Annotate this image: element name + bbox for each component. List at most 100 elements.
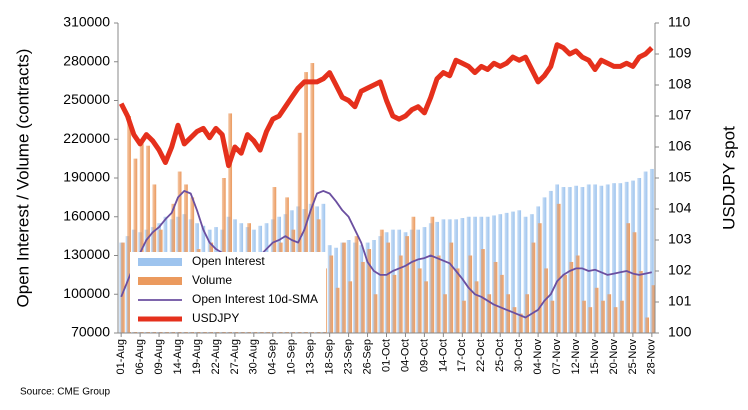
bar <box>594 287 599 333</box>
x-tick-label: 14-Aug <box>172 339 184 374</box>
bar <box>510 211 515 333</box>
y-tick-label: 100000 <box>63 285 110 301</box>
bar <box>348 281 353 333</box>
bar <box>531 242 536 333</box>
y2-tick-label: 107 <box>668 107 692 123</box>
bar <box>310 63 315 334</box>
bar <box>436 255 441 333</box>
bar <box>593 184 597 333</box>
bar <box>525 294 529 333</box>
y2-tick-label: 109 <box>668 45 692 61</box>
bar <box>127 116 131 333</box>
x-tick-label: 10-Sep <box>286 339 298 374</box>
bar <box>133 158 138 333</box>
y-tick-label: 70000 <box>71 324 110 340</box>
x-tick-label: 17-Oct <box>456 339 468 372</box>
x-tick-label: 07-Nov <box>551 339 563 375</box>
bar <box>588 307 593 333</box>
bar <box>599 185 604 333</box>
x-tick-label: 13-Sep <box>305 339 317 374</box>
x-tick-label: 09-Aug <box>153 339 165 374</box>
x-tick-label: 01-Oct <box>380 339 392 372</box>
y2-tick-label: 108 <box>668 76 692 92</box>
y-tick-label: 220000 <box>63 130 110 146</box>
bar <box>632 232 637 333</box>
x-tick-label: 20-Nov <box>608 339 620 375</box>
bar <box>550 300 555 333</box>
x-tick-label: 25-Nov <box>627 339 639 375</box>
y-axis-title: Open Interest / Volume (contracts) <box>13 49 32 308</box>
bar <box>542 197 547 333</box>
x-tick-label: 06-Aug <box>134 339 146 374</box>
y2-tick-label: 106 <box>668 138 692 154</box>
y-tick-label: 130000 <box>63 246 110 262</box>
bar <box>517 210 522 333</box>
bar <box>563 274 567 333</box>
bar <box>498 214 503 333</box>
bar <box>499 274 504 333</box>
bar <box>443 294 447 333</box>
x-tick-label: 28-Nov <box>646 339 658 375</box>
x-tick-label: 04-Nov <box>532 339 544 375</box>
legend-swatch <box>138 277 182 285</box>
legend-label: Volume <box>192 273 232 287</box>
bar <box>607 294 612 333</box>
bar <box>537 223 542 333</box>
bar <box>430 216 435 333</box>
bar <box>360 261 365 333</box>
bar <box>637 178 642 333</box>
bar <box>613 307 618 333</box>
bar <box>619 300 624 333</box>
bar <box>474 281 479 333</box>
x-tick-label: 23-Sep <box>343 339 355 374</box>
bar <box>468 255 473 333</box>
bar <box>580 187 585 333</box>
bar <box>441 219 446 333</box>
y-tick-label: 310000 <box>63 14 110 30</box>
y2-tick-label: 104 <box>668 200 692 216</box>
bar <box>575 255 580 333</box>
bar <box>504 212 509 333</box>
bar <box>367 249 372 333</box>
x-tick-label: 18-Sep <box>324 339 336 374</box>
x-tick-label: 09-Oct <box>418 339 430 372</box>
bar <box>371 240 376 333</box>
bar <box>618 183 623 333</box>
bar <box>139 139 144 333</box>
legend-label: Open Interest <box>192 254 265 268</box>
bar <box>485 216 490 333</box>
bar <box>612 183 616 333</box>
x-tick-label: 30-Oct <box>513 339 525 372</box>
bar <box>424 281 428 333</box>
bar <box>512 307 517 333</box>
bar <box>638 271 643 333</box>
bar <box>548 190 553 333</box>
legend-label: USDJPY <box>192 311 239 325</box>
bar <box>379 229 384 333</box>
bar <box>523 216 528 333</box>
y2-tick-label: 105 <box>668 169 692 185</box>
y-tick-label: 190000 <box>63 169 110 185</box>
bar <box>329 255 334 333</box>
bar <box>605 184 610 333</box>
bar <box>473 216 477 333</box>
bar <box>626 223 631 333</box>
x-tick-label: 14-Oct <box>437 339 449 372</box>
bar <box>643 171 648 333</box>
line-series <box>120 190 652 319</box>
x-tick-label: 01-Aug <box>115 339 127 374</box>
bar <box>228 113 233 334</box>
x-tick-label: 04-Oct <box>399 339 411 372</box>
x-tick-label: 30-Aug <box>248 339 260 374</box>
bar <box>649 168 654 333</box>
x-tick-label: 22-Aug <box>210 339 222 374</box>
bar <box>449 242 454 333</box>
bar <box>561 187 566 333</box>
bar <box>487 294 492 333</box>
y2-tick-label: 103 <box>668 231 692 247</box>
source-note: Source: CME Group <box>20 387 110 398</box>
bar <box>405 236 409 333</box>
bar <box>461 300 466 333</box>
y2-tick-label: 100 <box>668 324 692 340</box>
